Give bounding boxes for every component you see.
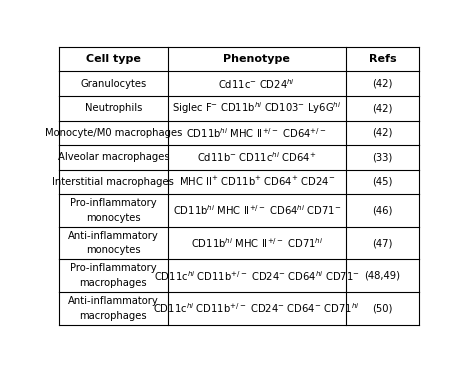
Text: Cd11b$^{-}$ CD11c$^{hi}$ CD64$^{+}$: Cd11b$^{-}$ CD11c$^{hi}$ CD64$^{+}$ bbox=[197, 151, 317, 164]
Text: Cell type: Cell type bbox=[86, 54, 141, 64]
Text: CD11b$^{hi}$ MHC II$^{+/-}$ CD71$^{hi}$: CD11b$^{hi}$ MHC II$^{+/-}$ CD71$^{hi}$ bbox=[191, 236, 323, 250]
Text: (45): (45) bbox=[373, 177, 392, 187]
Text: CD11c$^{hi}$ CD11b$^{+/-}$ CD24$^{-}$ CD64$^{-}$ CD71$^{hi}$: CD11c$^{hi}$ CD11b$^{+/-}$ CD24$^{-}$ CD… bbox=[154, 301, 360, 315]
Text: (47): (47) bbox=[373, 238, 392, 248]
Text: Pro-inflammatory: Pro-inflammatory bbox=[70, 198, 157, 208]
Text: (46): (46) bbox=[373, 205, 392, 215]
Text: monocytes: monocytes bbox=[86, 213, 141, 223]
Text: CD11b$^{hi}$ MHC II$^{+/-}$ CD64$^{+/-}$: CD11b$^{hi}$ MHC II$^{+/-}$ CD64$^{+/-}$ bbox=[186, 126, 327, 139]
Text: Phenotype: Phenotype bbox=[223, 54, 290, 64]
Text: Pro-inflammatory: Pro-inflammatory bbox=[70, 263, 157, 273]
Text: (48,49): (48,49) bbox=[365, 271, 401, 281]
Text: monocytes: monocytes bbox=[86, 245, 141, 255]
Text: Refs: Refs bbox=[369, 54, 396, 64]
Text: (42): (42) bbox=[373, 79, 392, 89]
Text: (42): (42) bbox=[373, 128, 392, 138]
Text: Granulocytes: Granulocytes bbox=[80, 79, 146, 89]
Text: MHC II$^{+}$ CD11b$^{+}$ CD64$^{+}$ CD24$^{-}$: MHC II$^{+}$ CD11b$^{+}$ CD64$^{+}$ CD24… bbox=[179, 175, 335, 188]
Text: Neutrophils: Neutrophils bbox=[85, 103, 142, 113]
Text: Monocyte/M0 macrophages: Monocyte/M0 macrophages bbox=[45, 128, 182, 138]
Text: Anti-inflammatory: Anti-inflammatory bbox=[68, 296, 159, 306]
Text: Siglec F$^{-}$ CD11b$^{hi}$ CD103$^{-}$ Ly6G$^{hi}$: Siglec F$^{-}$ CD11b$^{hi}$ CD103$^{-}$ … bbox=[172, 100, 341, 116]
Text: Alveolar macrophages: Alveolar macrophages bbox=[58, 152, 169, 162]
Text: (33): (33) bbox=[373, 152, 392, 162]
Text: macrophages: macrophages bbox=[80, 278, 147, 288]
Text: (50): (50) bbox=[373, 303, 392, 313]
Text: macrophages: macrophages bbox=[80, 311, 147, 321]
Text: Cd11c$^{-}$ CD24$^{hi}$: Cd11c$^{-}$ CD24$^{hi}$ bbox=[218, 77, 295, 91]
Text: CD11b$^{hi}$ MHC II$^{+/-}$ CD64$^{hi}$ CD71$^{-}$: CD11b$^{hi}$ MHC II$^{+/-}$ CD64$^{hi}$ … bbox=[173, 204, 341, 217]
Text: (42): (42) bbox=[373, 103, 392, 113]
Text: Anti-inflammatory: Anti-inflammatory bbox=[68, 231, 159, 241]
Text: CD11c$^{hi}$ CD11b$^{+/-}$ CD24$^{-}$ CD64$^{hi}$ CD71$^{-}$: CD11c$^{hi}$ CD11b$^{+/-}$ CD24$^{-}$ CD… bbox=[154, 269, 360, 283]
Text: Interstitial macrophages: Interstitial macrophages bbox=[53, 177, 174, 187]
